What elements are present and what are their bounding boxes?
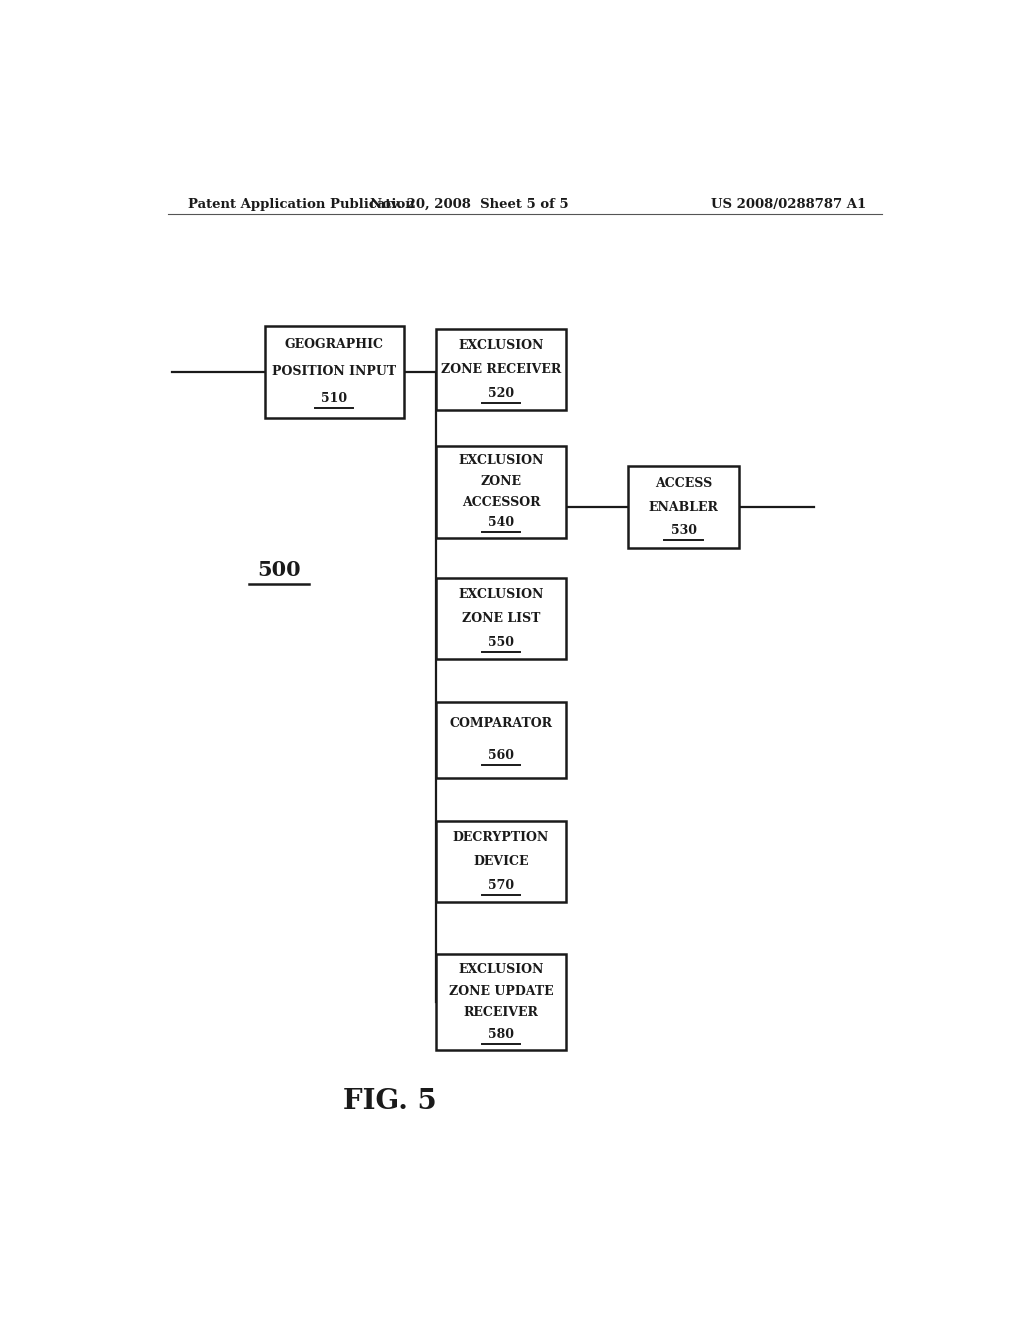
Text: 540: 540 [487,516,514,529]
Text: ACCESS: ACCESS [655,477,712,490]
Text: ZONE LIST: ZONE LIST [462,612,541,626]
FancyBboxPatch shape [435,702,566,777]
Text: 550: 550 [488,636,514,649]
Text: DEVICE: DEVICE [473,855,528,869]
Text: 530: 530 [671,524,696,537]
Text: 560: 560 [488,750,514,762]
Text: EXCLUSION: EXCLUSION [459,339,544,352]
Text: Patent Application Publication: Patent Application Publication [187,198,415,211]
Text: EXCLUSION: EXCLUSION [459,589,544,602]
Text: EXCLUSION: EXCLUSION [459,962,544,975]
Text: US 2008/0288787 A1: US 2008/0288787 A1 [711,198,866,211]
Text: RECEIVER: RECEIVER [464,1006,539,1019]
Text: POSITION INPUT: POSITION INPUT [272,366,396,379]
FancyBboxPatch shape [435,578,566,660]
FancyBboxPatch shape [435,446,566,537]
Text: 510: 510 [322,392,347,405]
Text: Nov. 20, 2008  Sheet 5 of 5: Nov. 20, 2008 Sheet 5 of 5 [370,198,568,211]
FancyBboxPatch shape [435,821,566,903]
Text: ZONE RECEIVER: ZONE RECEIVER [441,363,561,376]
Text: COMPARATOR: COMPARATOR [450,717,553,730]
FancyBboxPatch shape [435,329,566,411]
Text: ACCESSOR: ACCESSOR [462,496,541,508]
Text: GEOGRAPHIC: GEOGRAPHIC [285,338,384,351]
Text: ENABLER: ENABLER [648,500,719,513]
Text: 520: 520 [487,387,514,400]
Text: DECRYPTION: DECRYPTION [453,832,549,845]
FancyBboxPatch shape [435,954,566,1051]
Text: 570: 570 [487,879,514,892]
Text: FIG. 5: FIG. 5 [343,1088,437,1115]
Text: ZONE UPDATE: ZONE UPDATE [449,985,553,998]
Text: 580: 580 [488,1028,514,1041]
Text: EXCLUSION: EXCLUSION [459,454,544,467]
FancyBboxPatch shape [265,326,403,417]
FancyBboxPatch shape [628,466,739,548]
Text: 500: 500 [257,560,301,579]
Text: ZONE: ZONE [480,475,521,488]
